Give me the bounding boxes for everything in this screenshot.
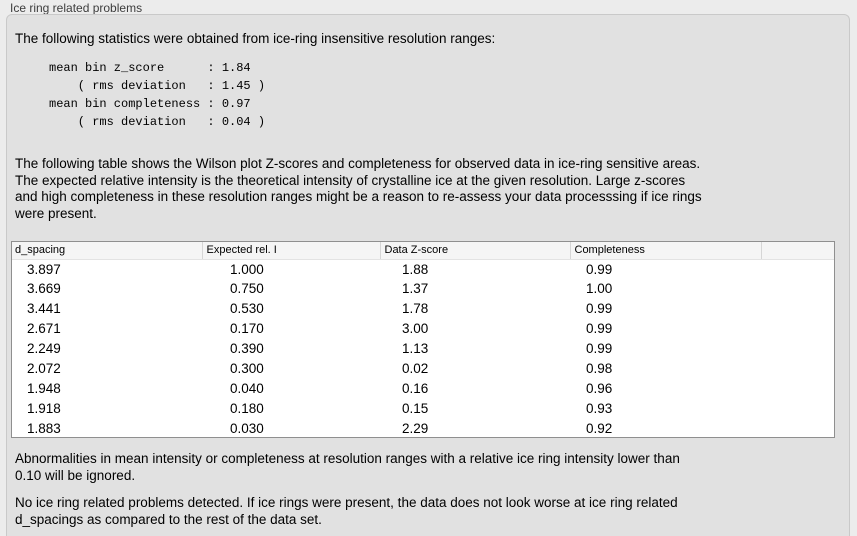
table-cell: 1.948 — [27, 380, 61, 396]
table-cell-spacer — [761, 378, 834, 398]
table-header-row: d_spacing Expected rel. I Data Z-score Comp… — [12, 242, 834, 260]
table-row[interactable]: 2.249 0.390 1.13 0.99 — [12, 339, 834, 359]
table-cell: 0.99 — [586, 341, 613, 356]
table-cell: 3.00 — [402, 321, 429, 337]
table-cell-spacer — [761, 398, 834, 418]
table-cell: 0.530 — [230, 301, 264, 317]
table-intro-text: The following table shows the Wilson plo… — [15, 156, 702, 221]
table-cell: 1.000 — [230, 261, 264, 277]
table-cell: 0.390 — [230, 341, 264, 356]
table-cell: 2.671 — [27, 321, 61, 337]
table-row[interactable]: 2.671 0.170 3.00 0.99 — [12, 319, 834, 339]
table-cell: 0.92 — [586, 420, 613, 436]
table-cell-spacer — [761, 319, 834, 339]
table-row[interactable]: 3.441 0.530 1.78 0.99 — [12, 299, 834, 319]
ice-ring-data-table: d_spacing Expected rel. I Data Z-score Comp… — [12, 242, 834, 437]
table-row[interactable]: 3.897 1.000 1.88 0.99 — [12, 259, 834, 279]
table-cell-spacer — [761, 299, 834, 319]
table-cell: 0.040 — [230, 380, 264, 396]
table-cell: 3.441 — [27, 301, 61, 317]
table-cell: 1.918 — [27, 400, 61, 416]
stats-code-block: mean bin z_score : 1.84 ( rms deviation … — [49, 61, 266, 129]
table-cell-spacer — [761, 339, 834, 359]
table-cell: 2.072 — [27, 360, 61, 376]
table-row[interactable]: 3.669 0.750 1.37 1.00 — [12, 279, 834, 299]
table-body: 3.897 1.000 1.88 0.99 3.669 0.750 1.37 1.00 3.44… — [12, 259, 834, 437]
column-header-spacer — [760, 242, 834, 260]
table-cell: 1.13 — [402, 341, 429, 356]
table-cell: 2.29 — [402, 420, 429, 436]
table-cell: 1.78 — [402, 301, 429, 317]
table-cell: 0.030 — [230, 420, 264, 436]
table-cell-spacer — [761, 358, 834, 378]
column-header-completeness[interactable]: Completeness — [569, 242, 761, 260]
table-cell: 0.750 — [230, 281, 264, 297]
table-cell: 1.00 — [586, 281, 613, 297]
conclusion-text: No ice ring related problems detected. I… — [15, 495, 678, 527]
table-row[interactable]: 2.072 0.300 0.02 0.98 — [12, 358, 834, 378]
table-cell: 3.669 — [27, 281, 61, 297]
table-cell: 0.300 — [230, 360, 264, 376]
ignore-threshold-note: Abnormalities in mean intensity or compl… — [15, 451, 680, 483]
table-row[interactable]: 1.918 0.180 0.15 0.93 — [12, 398, 834, 418]
table-cell: 0.99 — [586, 261, 613, 277]
ice-ring-table: d_spacing Expected rel. I Data Z-score Comp… — [11, 241, 835, 438]
table-cell: 2.249 — [27, 341, 61, 356]
column-header-expected-rel-i[interactable]: Expected rel. I — [201, 242, 380, 260]
table-cell: 0.180 — [230, 400, 264, 416]
table-cell: 0.99 — [586, 321, 613, 337]
column-header-data-z-score[interactable]: Data Z-score — [379, 242, 570, 260]
table-cell: 1.88 — [402, 261, 429, 277]
stats-intro-text: The following statistics were obtained f… — [15, 31, 496, 46]
table-row[interactable]: 1.948 0.040 0.16 0.96 — [12, 378, 834, 398]
table-cell: 1.37 — [402, 281, 429, 297]
table-cell: 3.897 — [27, 261, 61, 277]
table-cell: 0.02 — [402, 360, 429, 376]
table-cell: 1.883 — [27, 420, 61, 436]
table-cell: 0.170 — [230, 321, 264, 337]
table-cell: 0.15 — [402, 400, 429, 416]
table-row[interactable]: 1.883 0.030 2.29 0.92 — [12, 418, 834, 437]
table-cell: 0.98 — [586, 360, 613, 376]
table-cell-spacer — [761, 259, 834, 279]
table-cell-spacer — [761, 418, 834, 437]
panel-title: Ice ring related problems — [10, 1, 143, 15]
table-cell: 0.96 — [586, 380, 613, 396]
table-cell-spacer — [761, 279, 834, 299]
table-cell: 0.93 — [586, 400, 613, 416]
table-cell: 0.99 — [586, 301, 613, 317]
column-header-d-spacing[interactable]: d_spacing — [12, 242, 202, 260]
ice-ring-panel: The following statistics were obtained f… — [6, 14, 850, 536]
table-cell: 0.16 — [402, 380, 429, 396]
